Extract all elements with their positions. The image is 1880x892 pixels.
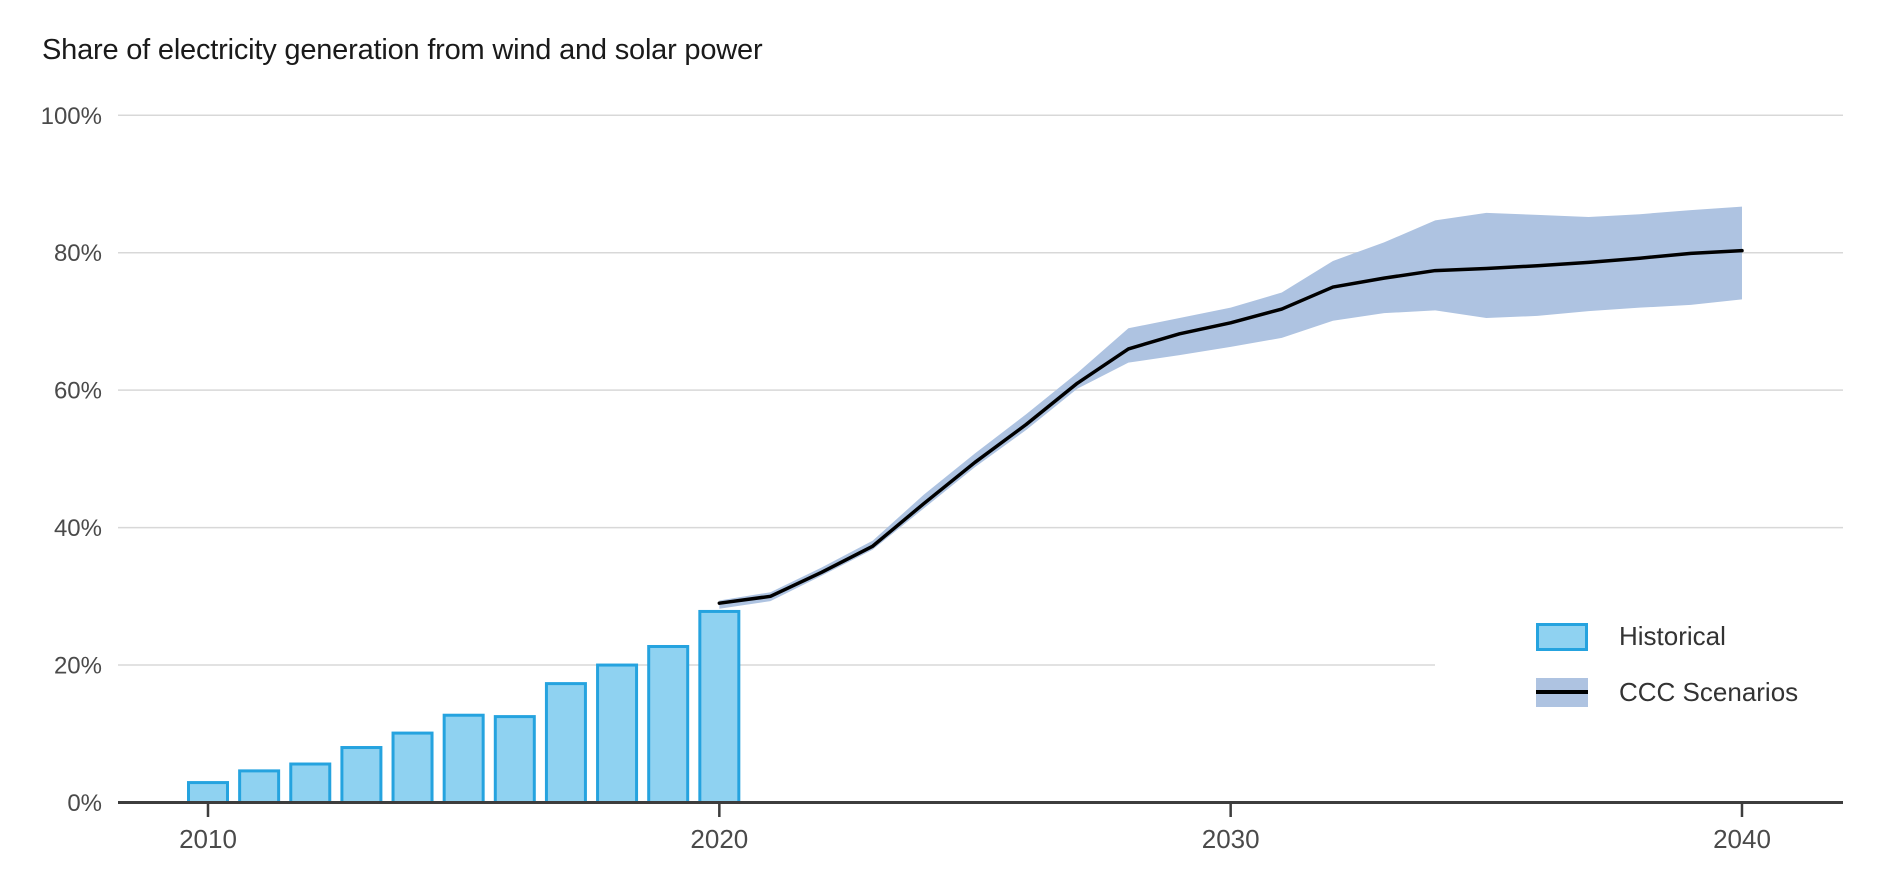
legend: Historical CCC Scenarios xyxy=(1536,621,1798,708)
bar-2010 xyxy=(187,781,229,805)
bar-2014 xyxy=(391,731,434,805)
x-axis-label-2020: 2020 xyxy=(690,824,748,854)
bar-2012 xyxy=(289,762,332,804)
y-axis-label-60: 60% xyxy=(54,378,102,405)
legend-ccc-scenarios-line-icon xyxy=(1536,690,1588,694)
bar-2020 xyxy=(698,609,741,805)
bar-2015 xyxy=(442,713,485,804)
legend-ccc-scenarios-swatch-icon xyxy=(1536,678,1588,707)
y-axis-label-40: 40% xyxy=(54,515,102,542)
legend-historical-label: Historical xyxy=(1619,621,1726,651)
bar-2016 xyxy=(493,715,536,804)
y-axis-label-20: 20% xyxy=(54,653,102,680)
bar-2019 xyxy=(647,644,690,805)
legend-item-ccc-scenarios: CCC Scenarios xyxy=(1536,677,1798,708)
bar-2011 xyxy=(238,769,281,804)
x-axis-label-2030: 2030 xyxy=(1202,824,1260,854)
bar-2018 xyxy=(596,663,639,804)
y-axis-label-80: 80% xyxy=(54,240,102,267)
y-axis-label-100: 100% xyxy=(41,103,102,130)
y-axis-label-0: 0% xyxy=(67,790,102,817)
ccc-scenarios-line xyxy=(717,248,1744,605)
x-axis-label-2010: 2010 xyxy=(179,824,237,854)
bar-2013 xyxy=(340,746,383,805)
legend-ccc-scenarios-label: CCC Scenarios xyxy=(1619,677,1799,707)
chart-title: Share of electricity generation from win… xyxy=(42,34,763,66)
x-axis-label-2040: 2040 xyxy=(1713,824,1771,854)
bar-2017 xyxy=(544,682,587,805)
ccc-scenarios-band xyxy=(719,206,1742,609)
legend-item-historical: Historical xyxy=(1536,621,1798,652)
legend-historical-swatch-icon xyxy=(1536,622,1588,651)
